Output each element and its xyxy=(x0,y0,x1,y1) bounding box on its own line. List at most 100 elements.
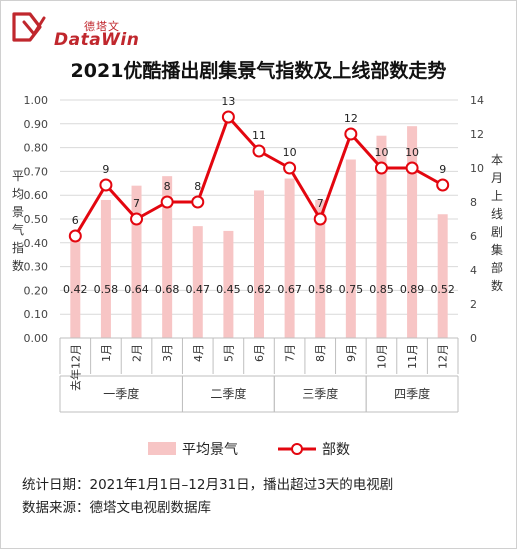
brand-logo: 德塔文 DataWin xyxy=(10,8,170,50)
x-tick-label: 2月 xyxy=(131,344,144,362)
y-right-axis-title: 部 xyxy=(491,260,503,275)
y-right-tick-label: 2 xyxy=(470,298,477,311)
line-value-label: 9 xyxy=(102,163,109,176)
line-value-label: 6 xyxy=(72,214,79,227)
bar-value-label: 0.89 xyxy=(400,283,425,296)
line-value-label: 11 xyxy=(252,129,266,142)
bar-value-label: 0.64 xyxy=(124,283,149,296)
y-left-tick-label: 0.20 xyxy=(24,284,49,297)
legend-bar-swatch xyxy=(148,442,176,455)
line-value-label: 9 xyxy=(439,163,446,176)
quarter-group-label: 三季度 xyxy=(302,386,338,401)
line-point xyxy=(160,195,174,209)
x-tick-label: 7月 xyxy=(284,344,297,362)
y-right-tick-label: 14 xyxy=(470,94,484,107)
line-value-label: 13 xyxy=(221,95,235,108)
line-value-label: 10 xyxy=(283,146,297,159)
y-left-tick-label: 0.90 xyxy=(24,118,49,131)
bar-value-label: 0.67 xyxy=(277,283,302,296)
bar-value-label: 0.45 xyxy=(216,283,241,296)
x-tick-label: 4月 xyxy=(192,344,205,362)
quarter-group-label: 四季度 xyxy=(394,386,430,401)
legend-bar-label: 平均景气 xyxy=(182,442,238,458)
y-left-tick-label: 0.00 xyxy=(24,332,49,345)
bar xyxy=(192,226,203,338)
y-right-tick-label: 6 xyxy=(470,230,477,243)
y-left-tick-label: 0.30 xyxy=(24,261,49,274)
y-left-axis-title: 指 xyxy=(12,240,24,255)
bar xyxy=(315,199,326,338)
chart-footer: 统计日期：2021年1月1日–12月31日，播出超过3天的电视剧 数据来源：德塔… xyxy=(22,474,393,520)
line-value-label: 12 xyxy=(344,112,358,125)
legend-line-marker xyxy=(291,443,303,455)
bar xyxy=(376,135,387,338)
line-point xyxy=(68,229,82,243)
y-left-tick-label: 0.50 xyxy=(24,213,49,226)
chart-plot: 0.00 0.10 0.20 0.30 0.40 0.50 0.60 0.70 0.80 0.90… xyxy=(12,94,503,458)
bar-value-label: 0.58 xyxy=(94,283,119,296)
line-point xyxy=(252,144,266,158)
line-value-label: 7 xyxy=(133,197,140,210)
x-tick-label: 11月 xyxy=(406,344,419,369)
datawin-logo-icon xyxy=(12,12,46,42)
y-right-axis-title: 月 xyxy=(491,171,503,185)
line-point xyxy=(436,178,450,192)
bar-value-label: 0.75 xyxy=(339,283,364,296)
y-left-tick-label: 0.80 xyxy=(24,142,49,155)
bar-value-label: 0.58 xyxy=(308,283,333,296)
footer-source-note: 数据来源：德塔文电视剧数据库 xyxy=(22,500,211,516)
line-point xyxy=(283,161,297,175)
y-right-axis-title: 本 xyxy=(491,153,503,167)
x-tick-label: 10月 xyxy=(375,344,388,369)
line-value-label: 10 xyxy=(374,146,388,159)
x-tick-label: 9月 xyxy=(345,344,358,362)
bar-value-label: 0.52 xyxy=(430,283,455,296)
bar xyxy=(345,159,356,338)
y-left-axis-title: 平 xyxy=(12,169,24,183)
y-right-tick-label: 0 xyxy=(470,332,477,345)
bar xyxy=(254,190,264,338)
y-left-axis-title: 数 xyxy=(12,258,24,273)
y-right-tick-label: 10 xyxy=(470,162,484,175)
line-value-label: 10 xyxy=(405,146,419,159)
chart-title: 2021优酷播出剧集景气指数及上线部数走势 xyxy=(70,60,447,82)
bar xyxy=(70,238,81,338)
line-point xyxy=(344,127,358,141)
x-tick-label: 去年12月 xyxy=(68,344,82,391)
legend-line-label: 部数 xyxy=(322,442,350,458)
x-tick-label: 6月 xyxy=(253,344,266,362)
y-right-tick-label: 12 xyxy=(470,128,484,141)
y-left-tick-label: 0.70 xyxy=(24,165,49,178)
y-left-tick-label: 0.10 xyxy=(24,308,49,321)
line-value-label: 8 xyxy=(164,180,171,193)
line-point xyxy=(405,161,419,175)
line-point xyxy=(221,110,235,124)
line-point xyxy=(130,212,144,226)
y-right-axis-title: 上 xyxy=(491,189,503,203)
y-right-axis-title: 线 xyxy=(491,207,503,221)
bar-value-label: 0.62 xyxy=(247,283,272,296)
x-tick-label: 12月 xyxy=(437,344,450,369)
y-left-tick-label: 0.60 xyxy=(24,189,49,202)
x-tick-label: 1月 xyxy=(100,344,113,362)
quarter-group-label: 二季度 xyxy=(210,386,246,401)
bar-value-label: 0.42 xyxy=(63,283,88,296)
line-point xyxy=(374,161,388,175)
x-tick-label: 5月 xyxy=(222,344,235,362)
bar xyxy=(162,176,173,338)
bar-value-label: 0.47 xyxy=(186,283,211,296)
brand-name-en: DataWin xyxy=(54,30,140,50)
y-left-axis-title: 均 xyxy=(12,187,24,201)
bar xyxy=(437,214,448,338)
line-point xyxy=(313,212,327,226)
bar xyxy=(407,126,418,339)
footer-date-note: 统计日期：2021年1月1日–12月31日，播出超过3天的电视剧 xyxy=(22,477,394,493)
y-right-axis-title: 剧 xyxy=(491,225,503,239)
y-left-axis-title: 景 xyxy=(12,205,24,219)
bar-value-label: 0.68 xyxy=(155,283,180,296)
quarter-group-label: 一季度 xyxy=(103,386,139,401)
bar xyxy=(284,178,295,338)
bar xyxy=(100,199,111,338)
y-right-tick-label: 8 xyxy=(470,196,477,209)
y-right-axis-title: 数 xyxy=(491,278,503,293)
